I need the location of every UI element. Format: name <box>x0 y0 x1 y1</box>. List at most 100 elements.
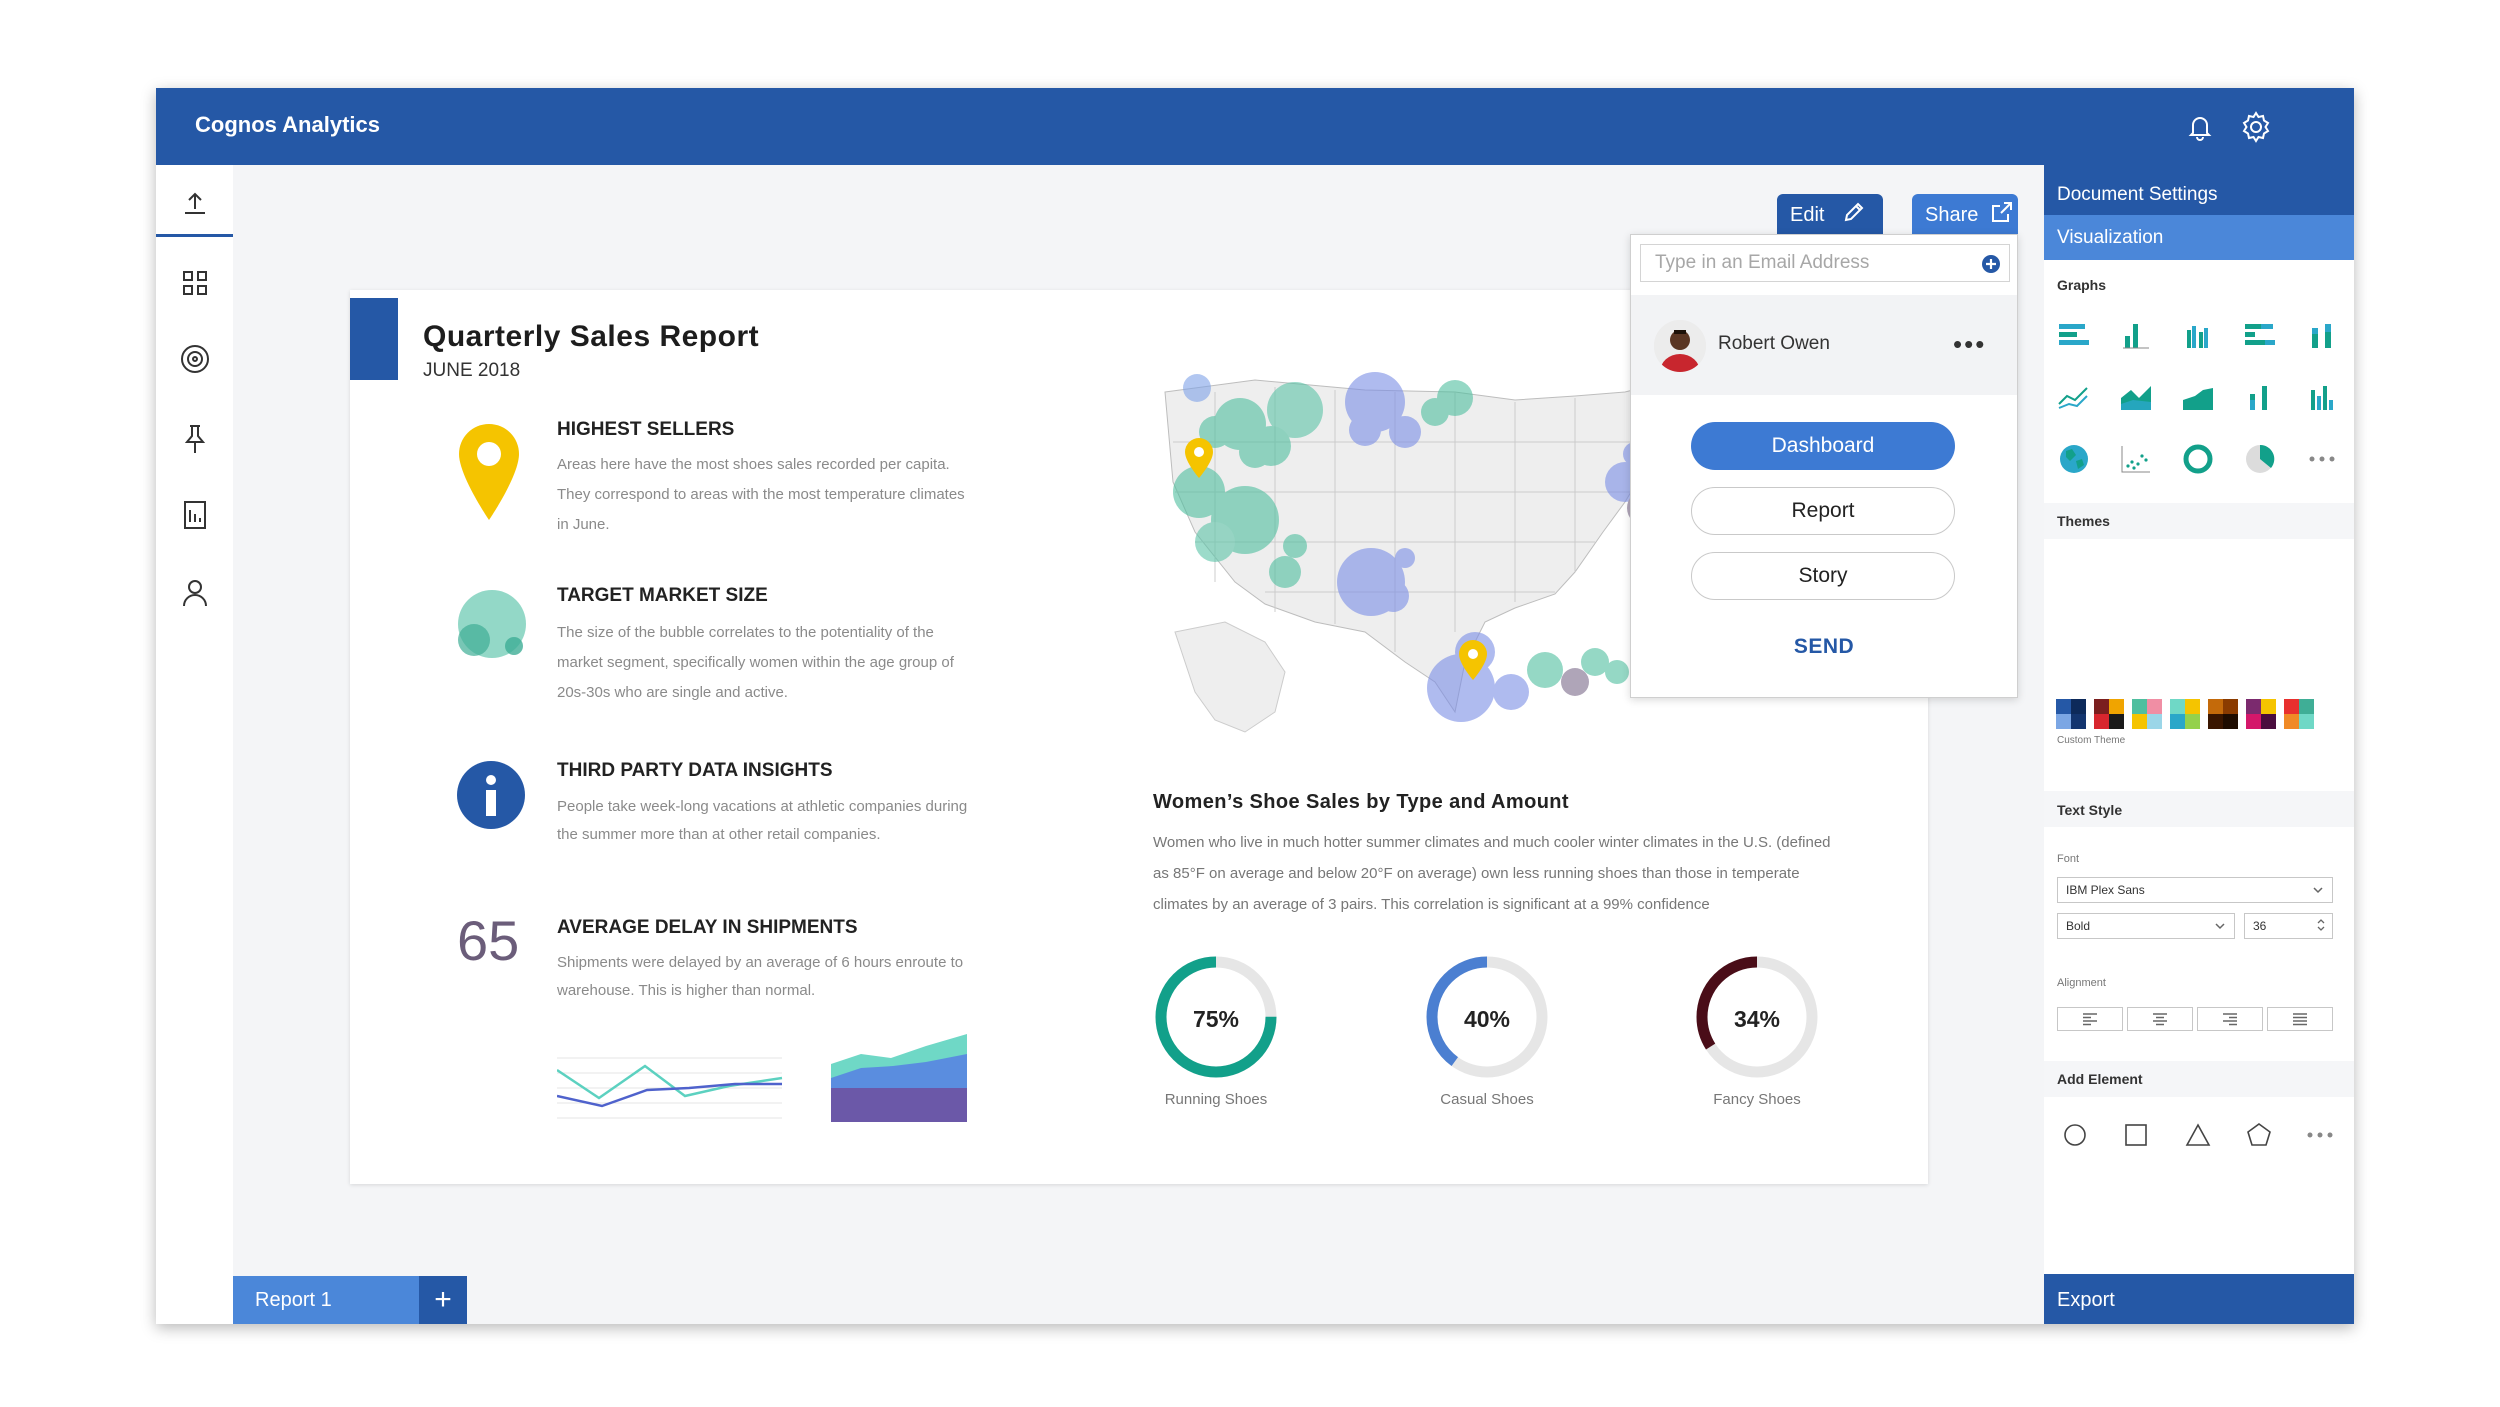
chevron-down-icon <box>2214 920 2226 935</box>
donut-label: Running Shoes <box>1164 1091 1268 1108</box>
donut-chart-icon[interactable] <box>2178 439 2218 479</box>
more-graphs-icon[interactable] <box>2302 439 2342 479</box>
add-element-title: Add Element <box>2057 1071 2143 1087</box>
insight-title-target-market: TARGET MARKET SIZE <box>557 585 768 606</box>
add-email-icon[interactable] <box>1981 254 2001 274</box>
align-left-button[interactable] <box>2057 1007 2123 1031</box>
donut-value-arc <box>1426 956 1548 1078</box>
theme-swatch-1[interactable] <box>2056 699 2086 729</box>
area-chart-icon[interactable] <box>2116 377 2156 417</box>
align-right-button[interactable] <box>2197 1007 2263 1031</box>
map-pin-icon <box>456 422 522 527</box>
stacked-horizontal-bar-icon[interactable] <box>2240 315 2280 355</box>
chevron-down-icon <box>2312 884 2324 899</box>
mini-area-chart <box>831 1026 967 1131</box>
donut-pct: 75% <box>1192 1006 1240 1032</box>
top-bar: Cognos Analytics <box>156 88 2354 165</box>
donut-pct: 34% <box>1733 1006 1781 1032</box>
insight-desc-highest-sellers: Areas here have the most shoes sales rec… <box>557 456 965 533</box>
add-tab-button[interactable]: + <box>419 1276 467 1324</box>
right-panel: Document Settings Visualization Graphs T… <box>2044 165 2354 1324</box>
multi-column-chart-icon[interactable] <box>2302 377 2342 417</box>
donut-value-arc <box>1696 956 1818 1078</box>
document-settings-header[interactable]: Document Settings <box>2044 165 2354 215</box>
tab-visualization[interactable]: Visualization <box>2044 215 2354 260</box>
option-story-button[interactable]: Story <box>1691 552 1955 600</box>
chart-section-title: Women’s Shoe Sales by Type and Amount <box>1153 791 1569 813</box>
line-chart-icon[interactable] <box>2054 377 2094 417</box>
font-label: Font <box>2057 853 2080 865</box>
upload-icon[interactable] <box>156 173 233 237</box>
pin-icon[interactable] <box>156 407 233 471</box>
horizontal-bar-chart-icon[interactable] <box>2054 315 2094 355</box>
us-bubble-map <box>1155 332 1676 757</box>
external-link-icon <box>1990 200 2014 230</box>
donut-running-shoes: 75% Running Shoes <box>1153 954 1293 1124</box>
themes-band <box>2044 503 2354 539</box>
triangle-shape-icon[interactable] <box>2180 1117 2216 1153</box>
donut-label: Fancy Shoes <box>1713 1091 1801 1108</box>
insight-title-highest-sellers: HIGHEST SELLERS <box>557 419 735 440</box>
bell-icon[interactable] <box>2179 106 2221 148</box>
more-options-icon[interactable]: ••• <box>1953 329 1987 359</box>
bubble-icon <box>456 590 528 667</box>
globe-map-icon[interactable] <box>2054 439 2094 479</box>
stepped-area-chart-icon[interactable] <box>2178 377 2218 417</box>
more-shapes-icon[interactable] <box>2302 1117 2338 1153</box>
document-icon[interactable] <box>156 483 233 547</box>
font-size-stepper[interactable]: 36 <box>2244 913 2333 939</box>
font-select[interactable]: IBM Plex Sans <box>2057 877 2333 903</box>
report-date: JUNE 2018 <box>423 360 521 381</box>
gear-icon[interactable] <box>2235 106 2277 148</box>
align-center-button[interactable] <box>2127 1007 2193 1031</box>
edit-button-label: Edit <box>1790 203 1825 226</box>
theme-swatch-2[interactable] <box>2094 699 2124 729</box>
insight-title-shipments: AVERAGE DELAY IN SHIPMENTS <box>557 917 858 938</box>
mini-line-chart <box>556 1048 789 1133</box>
stacked-bar-chart-icon[interactable] <box>2302 315 2342 355</box>
donut-pct: 40% <box>1463 1006 1511 1032</box>
font-select-value: IBM Plex Sans <box>2066 883 2145 897</box>
target-icon[interactable] <box>156 327 233 391</box>
edit-button[interactable]: Edit <box>1777 194 1883 236</box>
tab-report-1[interactable]: Report 1 <box>233 1276 419 1324</box>
scatter-plot-icon[interactable] <box>2116 439 2156 479</box>
email-input[interactable] <box>1640 244 2010 282</box>
theme-swatch-7[interactable] <box>2284 699 2314 729</box>
export-button[interactable]: Export <box>2044 1274 2354 1324</box>
report-title: Quarterly Sales Report <box>423 320 760 353</box>
font-weight-value: Bold <box>2066 919 2091 933</box>
share-button[interactable]: Share <box>1912 194 2018 236</box>
text-style-band <box>2044 791 2354 827</box>
column-combo-chart-icon[interactable] <box>2240 377 2280 417</box>
donut-casual-shoes: 40% Casual Shoes <box>1424 954 1564 1124</box>
insight-desc-target-market: The size of the bubble correlates to the… <box>557 624 954 701</box>
rectangle-shape-icon[interactable] <box>2118 1117 2154 1153</box>
pie-chart-icon[interactable] <box>2240 439 2280 479</box>
left-nav <box>156 165 233 1324</box>
donut-fancy-shoes: 34% Fancy Shoes <box>1694 954 1834 1124</box>
add-element-band <box>2044 1061 2354 1097</box>
theme-swatch-6[interactable] <box>2246 699 2276 729</box>
grouped-bar-chart-icon[interactable] <box>2178 315 2218 355</box>
user-icon[interactable] <box>156 561 233 625</box>
theme-swatch-5[interactable] <box>2208 699 2238 729</box>
bar-chart-icon[interactable] <box>2116 315 2156 355</box>
alignment-label: Alignment <box>2057 977 2106 989</box>
donut-label: Casual Shoes <box>1440 1091 1534 1108</box>
option-report-button[interactable]: Report <box>1691 487 1955 535</box>
app-title: Cognos Analytics <box>195 112 380 137</box>
insight-desc-third-party: People take week-long vacations at athle… <box>557 798 968 843</box>
pentagon-shape-icon[interactable] <box>2241 1117 2277 1153</box>
theme-swatch-4[interactable] <box>2170 699 2200 729</box>
send-button[interactable]: SEND <box>1793 635 1855 658</box>
report-canvas: Quarterly Sales Report JUNE 2018 HIGHEST… <box>350 290 1928 1184</box>
title-accent-block <box>350 298 398 380</box>
align-justify-button[interactable] <box>2267 1007 2333 1031</box>
font-weight-select[interactable]: Bold <box>2057 913 2235 939</box>
option-dashboard-button[interactable]: Dashboard <box>1691 422 1955 470</box>
info-icon <box>456 760 526 835</box>
grid-icon[interactable] <box>156 251 233 315</box>
circle-shape-icon[interactable] <box>2057 1117 2093 1153</box>
theme-swatch-3[interactable] <box>2132 699 2162 729</box>
